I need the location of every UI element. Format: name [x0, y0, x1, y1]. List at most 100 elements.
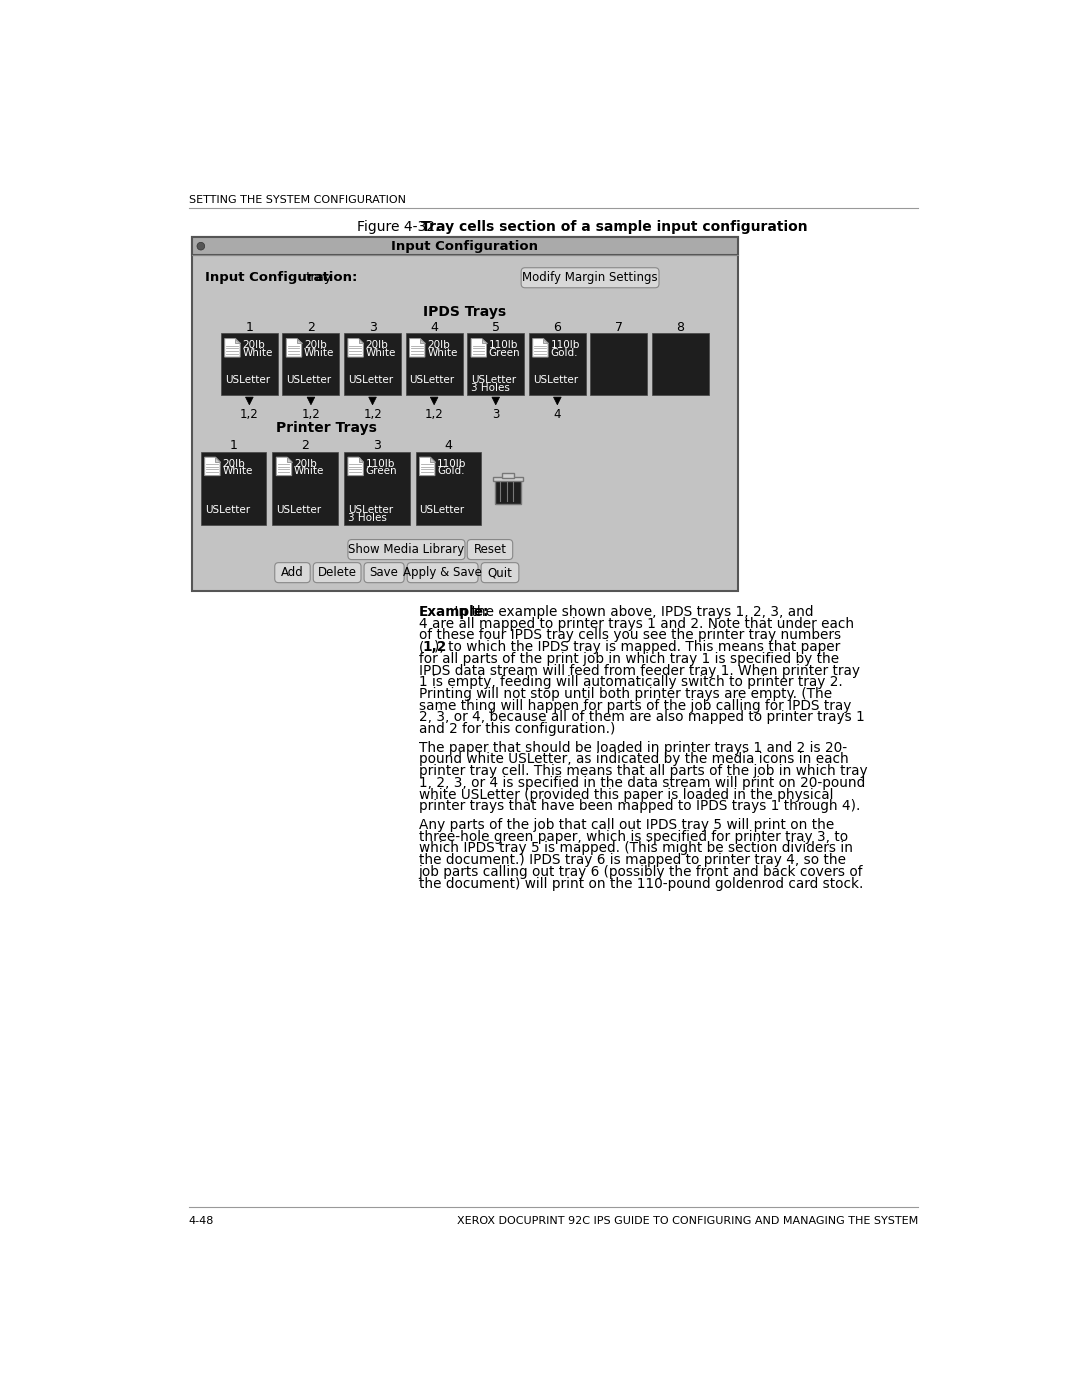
- Bar: [220, 334, 278, 395]
- Text: three-hole green paper, which is specified for printer tray 3, to: three-hole green paper, which is specifi…: [419, 830, 848, 844]
- Text: 110lb: 110lb: [437, 458, 467, 469]
- Text: 2: 2: [301, 440, 309, 453]
- Bar: [345, 451, 409, 525]
- Text: 3: 3: [492, 408, 499, 420]
- Text: 20lb: 20lb: [428, 339, 450, 351]
- Polygon shape: [216, 457, 220, 462]
- Text: and 2 for this configuration.): and 2 for this configuration.): [419, 722, 616, 736]
- Text: USLetter: USLetter: [471, 374, 516, 384]
- Text: 1,2: 1,2: [240, 408, 259, 420]
- Text: tray: tray: [306, 271, 333, 284]
- Text: Green: Green: [489, 348, 521, 358]
- Polygon shape: [491, 397, 500, 405]
- Text: IPDS Trays: IPDS Trays: [423, 306, 507, 320]
- Text: ), to which the IPDS tray is mapped. This means that paper: ), to which the IPDS tray is mapped. Thi…: [434, 640, 840, 654]
- Text: The paper that should be loaded in printer trays 1 and 2 is 20-: The paper that should be loaded in print…: [419, 740, 847, 754]
- Polygon shape: [430, 397, 438, 405]
- Text: USLetter: USLetter: [348, 374, 393, 384]
- Text: Save: Save: [369, 566, 399, 580]
- Polygon shape: [554, 397, 562, 405]
- Text: 110lb: 110lb: [551, 339, 580, 351]
- FancyBboxPatch shape: [481, 563, 518, 583]
- Text: Figure 4-32.: Figure 4-32.: [357, 219, 448, 235]
- Text: USLetter: USLetter: [409, 374, 455, 384]
- Text: the document.) IPDS tray 6 is mapped to printer tray 4, so the: the document.) IPDS tray 6 is mapped to …: [419, 854, 846, 868]
- Text: 1,2: 1,2: [363, 408, 382, 420]
- Text: Gold.: Gold.: [551, 348, 578, 358]
- Polygon shape: [348, 338, 363, 358]
- Text: white USLetter (provided this paper is loaded in the physical: white USLetter (provided this paper is l…: [419, 788, 834, 802]
- FancyBboxPatch shape: [274, 563, 310, 583]
- Text: Green: Green: [366, 467, 397, 476]
- Text: Reset: Reset: [473, 543, 507, 556]
- Polygon shape: [409, 338, 424, 358]
- Text: 20lb: 20lb: [366, 339, 389, 351]
- Text: USLetter: USLetter: [205, 504, 249, 515]
- Circle shape: [197, 242, 205, 250]
- Text: 3: 3: [373, 440, 381, 453]
- Polygon shape: [419, 457, 435, 475]
- Text: 1 is empty, feeding will automatically switch to printer tray 2.: 1 is empty, feeding will automatically s…: [419, 675, 842, 689]
- Text: 6: 6: [553, 321, 562, 334]
- Text: for all parts of the print job in which tray 1 is specified by the: for all parts of the print job in which …: [419, 652, 839, 666]
- Bar: [529, 334, 585, 395]
- Text: White: White: [366, 348, 396, 358]
- Text: 20lb: 20lb: [294, 458, 316, 469]
- Text: 3: 3: [368, 321, 377, 334]
- Text: Delete: Delete: [318, 566, 356, 580]
- Text: printer tray cell. This means that all parts of the job in which tray: printer tray cell. This means that all p…: [419, 764, 867, 778]
- Text: 20lb: 20lb: [222, 458, 245, 469]
- Text: IPDS data stream will feed from feeder tray 1. When printer tray: IPDS data stream will feed from feeder t…: [419, 664, 860, 678]
- Polygon shape: [532, 338, 549, 358]
- Bar: [201, 451, 267, 525]
- FancyBboxPatch shape: [468, 539, 513, 560]
- Bar: [191, 237, 739, 256]
- Polygon shape: [471, 338, 486, 358]
- Text: 4-48: 4-48: [189, 1217, 214, 1227]
- Text: 110lb: 110lb: [489, 339, 518, 351]
- Polygon shape: [348, 457, 363, 475]
- Bar: [416, 451, 481, 525]
- Text: 4 are all mapped to printer trays 1 and 2. Note that under each: 4 are all mapped to printer trays 1 and …: [419, 616, 854, 630]
- Polygon shape: [225, 338, 240, 358]
- Text: White: White: [428, 348, 458, 358]
- Text: 3 Holes: 3 Holes: [471, 383, 510, 393]
- FancyBboxPatch shape: [522, 268, 659, 288]
- Bar: [345, 334, 401, 395]
- Polygon shape: [205, 457, 220, 475]
- Text: SETTING THE SYSTEM CONFIGURATION: SETTING THE SYSTEM CONFIGURATION: [189, 196, 405, 205]
- Text: Input Configuration: Input Configuration: [391, 240, 539, 253]
- Bar: [272, 451, 338, 525]
- Text: 110lb: 110lb: [366, 458, 395, 469]
- Bar: [502, 474, 514, 478]
- Text: USLetter: USLetter: [225, 374, 270, 384]
- Text: same thing will happen for parts of the job calling for IPDS tray: same thing will happen for parts of the …: [419, 698, 851, 712]
- FancyBboxPatch shape: [364, 563, 404, 583]
- Polygon shape: [368, 397, 377, 405]
- Text: 4: 4: [430, 321, 438, 334]
- FancyBboxPatch shape: [348, 539, 465, 560]
- Polygon shape: [482, 338, 486, 344]
- Text: 1,2: 1,2: [301, 408, 321, 420]
- Text: USLetter: USLetter: [419, 504, 464, 515]
- Text: (: (: [419, 640, 424, 654]
- Text: Gold.: Gold.: [437, 467, 464, 476]
- Text: 1: 1: [245, 321, 254, 334]
- Text: Example:: Example:: [419, 605, 489, 619]
- Text: printer trays that have been mapped to IPDS trays 1 through 4).: printer trays that have been mapped to I…: [419, 799, 860, 813]
- Text: Printer Trays: Printer Trays: [275, 420, 377, 434]
- Text: 5: 5: [491, 321, 500, 334]
- Text: 4: 4: [554, 408, 562, 420]
- Bar: [406, 334, 462, 395]
- Text: Quit: Quit: [487, 566, 512, 580]
- Text: USLetter: USLetter: [532, 374, 578, 384]
- Text: White: White: [222, 467, 253, 476]
- Text: the document) will print on the 110-pound goldenrod card stock.: the document) will print on the 110-poun…: [419, 876, 863, 890]
- Text: Input Configuration:: Input Configuration:: [205, 271, 357, 284]
- Text: Modify Margin Settings: Modify Margin Settings: [523, 271, 658, 284]
- Polygon shape: [287, 457, 292, 462]
- Bar: [191, 237, 739, 591]
- Text: Apply & Save: Apply & Save: [403, 566, 482, 580]
- Text: USLetter: USLetter: [276, 504, 322, 515]
- Text: Show Media Library: Show Media Library: [349, 543, 464, 556]
